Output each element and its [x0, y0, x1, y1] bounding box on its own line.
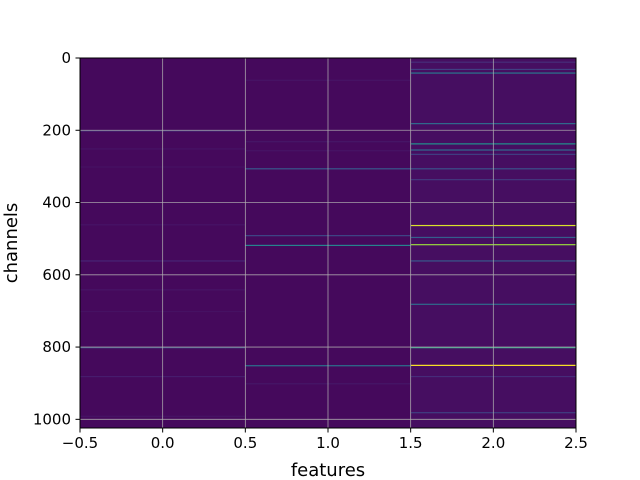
y-axis-ticks: 0 200 400 600 800 1000: [33, 49, 80, 428]
y-tick-label: 400: [42, 194, 71, 212]
x-axis-label: features: [291, 460, 365, 480]
y-tick-label: 800: [42, 338, 71, 356]
y-axis-label: channels: [1, 203, 22, 284]
x-tick-label: −0.5: [62, 434, 98, 452]
x-tick-label: 2.5: [564, 434, 588, 452]
x-axis-ticks: −0.5 0.0 0.5 1.0 1.5 2.0 2.5: [62, 428, 588, 452]
x-tick-label: 2.0: [481, 434, 505, 452]
y-tick-label: 1000: [33, 410, 71, 428]
x-tick-label: 0.5: [233, 434, 257, 452]
y-tick-label: 600: [42, 266, 71, 284]
y-tick-label: 0: [61, 49, 71, 67]
y-tick-label: 200: [42, 121, 71, 139]
x-tick-label: 0.0: [151, 434, 175, 452]
x-tick-label: 1.5: [399, 434, 423, 452]
x-tick-label: 1.0: [316, 434, 340, 452]
